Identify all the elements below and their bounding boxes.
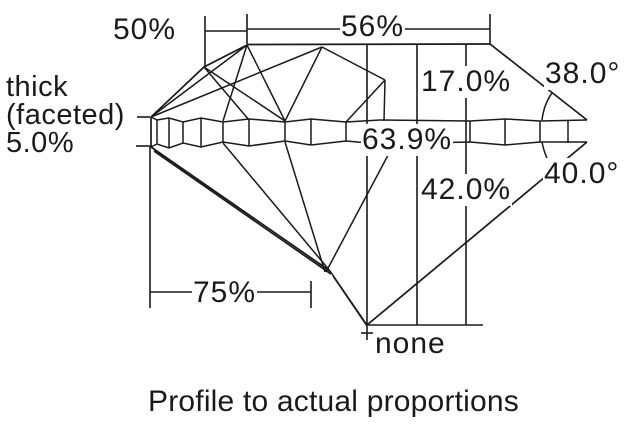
- culet-label: none: [374, 327, 447, 360]
- diagram-caption: Profile to actual proportions: [148, 385, 520, 418]
- lower-girdle-label: 75%: [192, 276, 258, 309]
- crown-height-label: 17.0%: [420, 65, 513, 98]
- pavilion-angle-label: 40.0°: [543, 157, 621, 190]
- girdle-label-line2: (faceted): [6, 99, 125, 131]
- total-depth-label: 63.9%: [361, 123, 454, 156]
- table-size-label: 56%: [340, 10, 406, 43]
- pavilion-depth-label: 42.0%: [420, 173, 513, 206]
- pavilion-facet-lines: [222, 141, 396, 327]
- girdle-lines: [150, 116, 588, 149]
- girdle-label: thick (faceted) 5.0%: [6, 71, 125, 159]
- star-facets-label: 50%: [112, 13, 178, 46]
- crown-angle-label: 38.0°: [544, 57, 622, 90]
- girdle-label-line3: 5.0%: [6, 127, 75, 159]
- crown-facet-lines: [150, 44, 386, 123]
- girdle-label-line1: thick: [6, 71, 69, 103]
- dimension-lines: [136, 14, 491, 340]
